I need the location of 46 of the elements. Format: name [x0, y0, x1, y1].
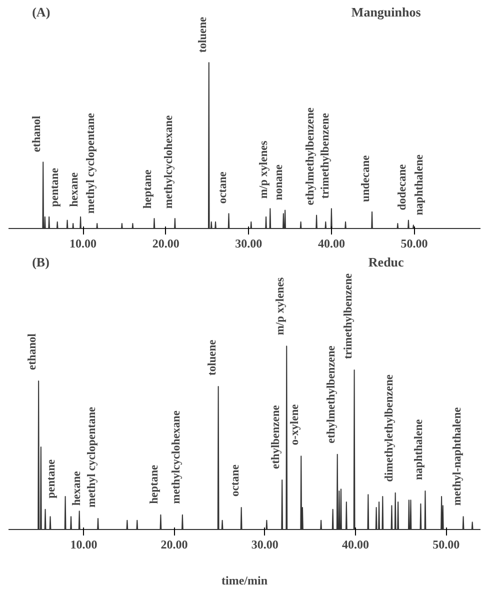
chart-title: (A)	[32, 4, 50, 20]
annotation: octane	[229, 464, 242, 496]
annotation: m/p xylenes	[258, 140, 270, 199]
annotation: undecane	[360, 155, 372, 202]
annotation: hexane	[71, 471, 84, 506]
x-tick-label: 30.00	[251, 538, 278, 552]
x-axis-title: time/min	[222, 574, 268, 588]
annotation: methyl-naphthalene	[451, 407, 464, 506]
annotation: nonane	[273, 164, 286, 200]
annotation: naphthalene	[413, 154, 426, 216]
x-tick-label: 20.00	[152, 236, 180, 250]
annotation: heptane	[142, 170, 154, 209]
annotation: dodecane	[396, 164, 408, 210]
annotation: toluene	[206, 340, 218, 376]
annotation: pentane	[45, 459, 58, 498]
x-tick-label: 30.00	[235, 236, 262, 250]
annotation: hexane	[68, 172, 81, 207]
annotation: dimethylethylbenzene	[383, 374, 396, 482]
x-tick-label: 40.00	[342, 538, 369, 552]
annotation: toluene	[196, 16, 209, 53]
x-tick-label: 40.00	[318, 236, 345, 250]
annotation: ethanol	[31, 116, 44, 152]
annotation: pentane	[49, 168, 62, 207]
annotation: ethylmethylbenzene	[304, 108, 317, 206]
annotation: methyl cyclopentane	[86, 406, 98, 508]
x-tick-label: 10.00	[70, 538, 98, 552]
annotation: naphthalene	[413, 419, 426, 480]
chart-title: (B)	[32, 254, 50, 270]
annotation: methyl cyclopentane	[85, 112, 98, 214]
chart-subtitle: Reduc	[368, 254, 404, 270]
chart-subtitle: Manguinhos	[351, 4, 421, 20]
x-tick-label: 20.00	[160, 538, 188, 552]
annotation: methylcyclohexane	[162, 115, 175, 209]
annotation: octane	[216, 172, 229, 204]
annotation: ethylmethylbenzene	[325, 346, 338, 444]
annotation: heptane	[148, 464, 161, 504]
annotation: o-xylene	[289, 404, 302, 446]
x-tick-label: 10.00	[70, 236, 97, 250]
annotation: trimethylbenzene	[342, 273, 354, 359]
annotation: ethanol	[26, 334, 39, 370]
annotation: trimethylbenzene	[319, 113, 332, 199]
annotation: methylcyclohexane	[170, 410, 182, 504]
x-tick-label: 50.00	[432, 538, 460, 552]
x-tick-label: 50.00	[400, 236, 428, 250]
annotation: ethylbenzene	[270, 405, 282, 469]
annotation: m/p xylenes	[274, 276, 287, 336]
